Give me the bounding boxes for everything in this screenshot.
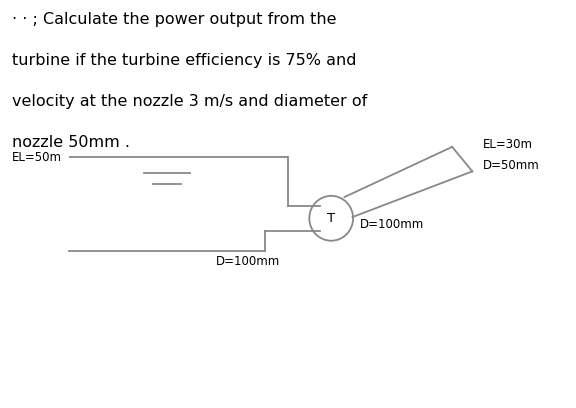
Text: · · ; Calculate the power output from the: · · ; Calculate the power output from th… — [12, 12, 336, 27]
Text: D=100mm: D=100mm — [216, 255, 281, 268]
Text: nozzle 50mm .: nozzle 50mm . — [12, 135, 130, 150]
Text: velocity at the nozzle 3 m/s and diameter of: velocity at the nozzle 3 m/s and diamete… — [12, 94, 367, 109]
Text: T: T — [327, 212, 335, 225]
Text: D=100mm: D=100mm — [360, 218, 425, 231]
Text: EL=50m: EL=50m — [12, 151, 62, 164]
Text: EL=30m: EL=30m — [483, 138, 533, 151]
Text: turbine if the turbine efficiency is 75% and: turbine if the turbine efficiency is 75%… — [12, 53, 356, 68]
Text: D=50mm: D=50mm — [483, 159, 540, 172]
